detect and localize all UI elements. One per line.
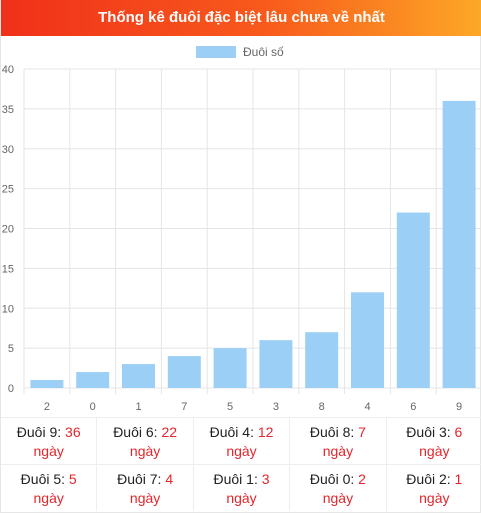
- stat-unit: ngày: [322, 490, 354, 506]
- legend-swatch: [196, 46, 236, 58]
- y-tick-label: 30: [2, 144, 14, 156]
- page-title: Thống kê đuôi đặc biệt lâu chưa về nhất: [1, 0, 481, 36]
- chart-legend[interactable]: Đuôi số: [196, 45, 284, 59]
- stat-cell: Đuôi 3: 6 ngày: [387, 418, 481, 464]
- stat-value: 12: [257, 424, 274, 440]
- y-tick-label: 15: [2, 263, 14, 275]
- y-tick-label: 25: [2, 184, 14, 196]
- bar-9[interactable]: [442, 100, 476, 389]
- stat-label: Đuôi 5:: [20, 471, 66, 487]
- x-tick-label: 1: [135, 401, 141, 413]
- stat-value: 22: [161, 424, 178, 440]
- x-tick-label: 7: [181, 401, 187, 413]
- legend-label: Đuôi số: [243, 45, 284, 59]
- bar-8[interactable]: [305, 332, 339, 388]
- stat-label: Đuôi 0:: [309, 471, 355, 487]
- x-tick-label: 6: [410, 401, 416, 413]
- stat-cell: Đuôi 6: 22 ngày: [97, 418, 194, 464]
- stat-unit: ngày: [33, 443, 64, 459]
- stat-label: Đuôi 3:: [406, 424, 451, 440]
- y-tick-label: 20: [2, 224, 14, 236]
- y-tick-label: 0: [8, 383, 14, 395]
- chart-bars: [30, 100, 476, 389]
- stat-unit: ngày: [419, 490, 450, 506]
- stat-value: 36: [65, 424, 81, 440]
- stat-unit: ngày: [33, 490, 64, 506]
- stat-cell: Đuôi 7: 4 ngày: [97, 465, 194, 511]
- stat-value: 4: [165, 471, 174, 487]
- bar-0[interactable]: [76, 372, 110, 388]
- stat-cell: Đuôi 4: 12 ngày: [194, 418, 291, 464]
- stats-row: Đuôi 5: 5 ngày Đuôi 7: 4 ngày Đuôi 1: 3 ngà…: [1, 464, 481, 511]
- stat-value: 1: [454, 471, 463, 487]
- chart-gridlines: [23, 68, 481, 394]
- stat-cell: Đuôi 1: 3 ngày: [194, 465, 291, 511]
- stat-value: 7: [358, 424, 366, 440]
- y-tick-label: 10: [2, 303, 14, 315]
- stat-cell: Đuôi 9: 36 ngày: [1, 418, 98, 464]
- stat-value: 6: [454, 424, 463, 440]
- stat-unit: ngày: [226, 490, 257, 506]
- stat-label: Đuôi 4:: [209, 424, 254, 440]
- x-tick-label: 2: [44, 401, 50, 413]
- bar-1[interactable]: [122, 364, 155, 388]
- stat-cell: Đuôi 2: 1 ngày: [387, 465, 481, 511]
- x-axis-ticks: 2 0 1 7 5 3 8 4 6 9: [44, 401, 462, 413]
- y-axis-ticks: 0 5 10 15 20 25 30 35 40: [2, 64, 14, 395]
- stat-value: 5: [68, 471, 77, 487]
- bar-6[interactable]: [396, 212, 430, 388]
- stats-row: Đuôi 9: 36 ngày Đuôi 6: 22 ngày Đuôi 4: 12…: [1, 417, 481, 464]
- y-tick-label: 35: [2, 104, 14, 116]
- bar-5[interactable]: [213, 348, 247, 388]
- stats-table: Đuôi 9: 36 ngày Đuôi 6: 22 ngày Đuôi 4: 12…: [1, 417, 481, 513]
- stat-label: Đuôi 8:: [309, 424, 355, 440]
- stat-cell: Đuôi 8: 7 ngày: [290, 418, 387, 464]
- stat-value: 2: [358, 471, 366, 487]
- stat-label: Đuôi 7:: [117, 471, 162, 487]
- stat-value: 3: [261, 471, 270, 487]
- x-tick-label: 9: [456, 401, 462, 413]
- bar-7[interactable]: [167, 356, 201, 388]
- x-tick-label: 4: [364, 401, 370, 413]
- x-tick-label: 5: [227, 401, 233, 413]
- y-tick-label: 40: [2, 64, 14, 76]
- stat-cell: Đuôi 0: 2 ngày: [290, 465, 387, 511]
- x-tick-label: 0: [90, 401, 96, 413]
- x-tick-label: 3: [273, 401, 279, 413]
- stat-label: Đuôi 6:: [113, 424, 158, 440]
- y-tick-label: 5: [8, 343, 14, 355]
- stat-unit: ngày: [226, 443, 257, 459]
- stat-label: Đuôi 9:: [16, 424, 62, 440]
- stat-label: Đuôi 1:: [213, 471, 258, 487]
- stat-unit: ngày: [322, 443, 354, 459]
- bar-3[interactable]: [259, 340, 293, 388]
- stat-unit: ngày: [129, 443, 161, 459]
- x-tick-label: 8: [319, 401, 325, 413]
- bar-2[interactable]: [30, 380, 64, 388]
- stat-unit: ngày: [129, 490, 161, 506]
- bar-4[interactable]: [351, 292, 384, 388]
- stat-cell: Đuôi 5: 5 ngày: [1, 465, 98, 511]
- stat-unit: ngày: [419, 443, 450, 459]
- stat-label: Đuôi 2:: [406, 471, 451, 487]
